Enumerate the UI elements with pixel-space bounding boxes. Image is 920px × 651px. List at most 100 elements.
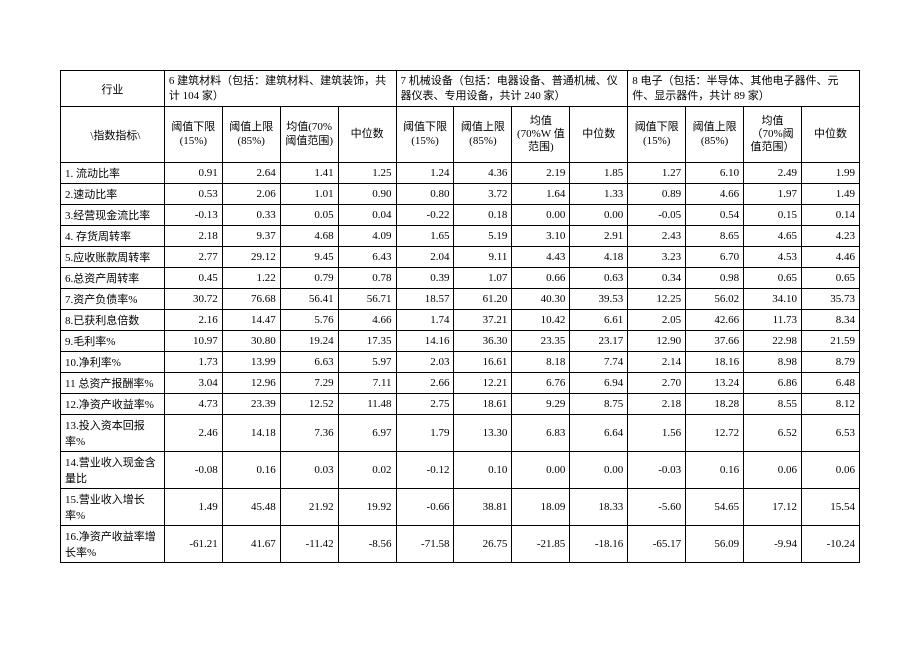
- cell: 0.16: [686, 452, 744, 489]
- cell: 2.06: [222, 184, 280, 205]
- cell: 4.36: [454, 163, 512, 184]
- cell: 5.97: [338, 352, 396, 373]
- cell: 0.90: [338, 184, 396, 205]
- cell: 34.10: [744, 289, 802, 310]
- cell: 2.64: [222, 163, 280, 184]
- cell: 7.74: [570, 352, 628, 373]
- cell: 12.72: [686, 415, 744, 452]
- cell: -0.66: [396, 489, 454, 526]
- cell: 4.18: [570, 247, 628, 268]
- sub-2-0: 阈值下限(15%): [628, 107, 686, 163]
- cell: 2.43: [628, 226, 686, 247]
- cell: 17.35: [338, 331, 396, 352]
- cell: 2.49: [744, 163, 802, 184]
- cell: 6.48: [802, 373, 860, 394]
- cell: 1.85: [570, 163, 628, 184]
- cell: 1.99: [802, 163, 860, 184]
- cell: 1.07: [454, 268, 512, 289]
- cell: 6.70: [686, 247, 744, 268]
- cell: 18.16: [686, 352, 744, 373]
- cell: 2.16: [164, 310, 222, 331]
- table-row: 4. 存货周转率2.189.374.684.091.655.193.102.91…: [61, 226, 860, 247]
- cell: -8.56: [338, 526, 396, 563]
- row-label: 6.总资产周转率: [61, 268, 165, 289]
- cell: 19.92: [338, 489, 396, 526]
- sub-2-3: 中位数: [802, 107, 860, 163]
- cell: 0.00: [570, 205, 628, 226]
- cell: 21.59: [802, 331, 860, 352]
- cell: 7.36: [280, 415, 338, 452]
- table-row: 6.总资产周转率0.451.220.790.780.391.070.660.63…: [61, 268, 860, 289]
- cell: 13.24: [686, 373, 744, 394]
- cell: 0.66: [512, 268, 570, 289]
- cell: 1.49: [164, 489, 222, 526]
- cell: 30.72: [164, 289, 222, 310]
- cell: 4.68: [280, 226, 338, 247]
- cell: 2.18: [628, 394, 686, 415]
- cell: 0.45: [164, 268, 222, 289]
- cell: 0.91: [164, 163, 222, 184]
- cell: 0.79: [280, 268, 338, 289]
- cell: 6.64: [570, 415, 628, 452]
- row-label: 14.营业收入现金含量比: [61, 452, 165, 489]
- cell: 11.73: [744, 310, 802, 331]
- cell: -71.58: [396, 526, 454, 563]
- cell: 1.56: [628, 415, 686, 452]
- cell: 3.23: [628, 247, 686, 268]
- cell: 0.04: [338, 205, 396, 226]
- cell: 37.66: [686, 331, 744, 352]
- cell: 0.78: [338, 268, 396, 289]
- cell: 22.98: [744, 331, 802, 352]
- cell: 4.09: [338, 226, 396, 247]
- table-row: 3.经营现金流比率-0.130.330.050.04-0.220.180.000…: [61, 205, 860, 226]
- cell: 0.53: [164, 184, 222, 205]
- table-row: 5.应收账款周转率2.7729.129.456.432.049.114.434.…: [61, 247, 860, 268]
- cell: 1.22: [222, 268, 280, 289]
- cell: 56.02: [686, 289, 744, 310]
- row-label: 7.资产负债率%: [61, 289, 165, 310]
- cell: 8.75: [570, 394, 628, 415]
- cell: 54.65: [686, 489, 744, 526]
- cell: 26.75: [454, 526, 512, 563]
- table-row: 8.已获利息倍数2.1614.475.764.661.7437.2110.426…: [61, 310, 860, 331]
- cell: 6.53: [802, 415, 860, 452]
- cell: 2.19: [512, 163, 570, 184]
- cell: 0.33: [222, 205, 280, 226]
- cell: 6.97: [338, 415, 396, 452]
- cell: -21.85: [512, 526, 570, 563]
- row-label: 3.经营现金流比率: [61, 205, 165, 226]
- cell: 29.12: [222, 247, 280, 268]
- cell: 3.72: [454, 184, 512, 205]
- cell: 0.10: [454, 452, 512, 489]
- cell: 7.11: [338, 373, 396, 394]
- row-label: 16.净资产收益率增长率%: [61, 526, 165, 563]
- cell: 18.61: [454, 394, 512, 415]
- cell: 38.81: [454, 489, 512, 526]
- cell: 6.76: [512, 373, 570, 394]
- cell: 12.25: [628, 289, 686, 310]
- cell: 0.06: [802, 452, 860, 489]
- row-label: 10.净利率%: [61, 352, 165, 373]
- cell: 61.20: [454, 289, 512, 310]
- cell: 0.05: [280, 205, 338, 226]
- cell: 18.57: [396, 289, 454, 310]
- table-row: 2.速动比率0.532.061.010.900.803.721.641.330.…: [61, 184, 860, 205]
- cell: 16.61: [454, 352, 512, 373]
- cell: 0.02: [338, 452, 396, 489]
- cell: 42.66: [686, 310, 744, 331]
- cell: -65.17: [628, 526, 686, 563]
- cell: -0.08: [164, 452, 222, 489]
- cell: 23.17: [570, 331, 628, 352]
- cell: 18.09: [512, 489, 570, 526]
- cell: 6.83: [512, 415, 570, 452]
- cell: 8.98: [744, 352, 802, 373]
- cell: 0.03: [280, 452, 338, 489]
- financial-metrics-table: 行业 6 建筑材料（包括：建筑材料、建筑装饰，共计 104 家） 7 机械设备（…: [60, 70, 860, 563]
- cell: 0.16: [222, 452, 280, 489]
- cell: 10.97: [164, 331, 222, 352]
- table-row: 10.净利率%1.7313.996.635.972.0316.618.187.7…: [61, 352, 860, 373]
- cell: 56.71: [338, 289, 396, 310]
- cell: -0.12: [396, 452, 454, 489]
- row-label: 1. 流动比率: [61, 163, 165, 184]
- cell: 10.42: [512, 310, 570, 331]
